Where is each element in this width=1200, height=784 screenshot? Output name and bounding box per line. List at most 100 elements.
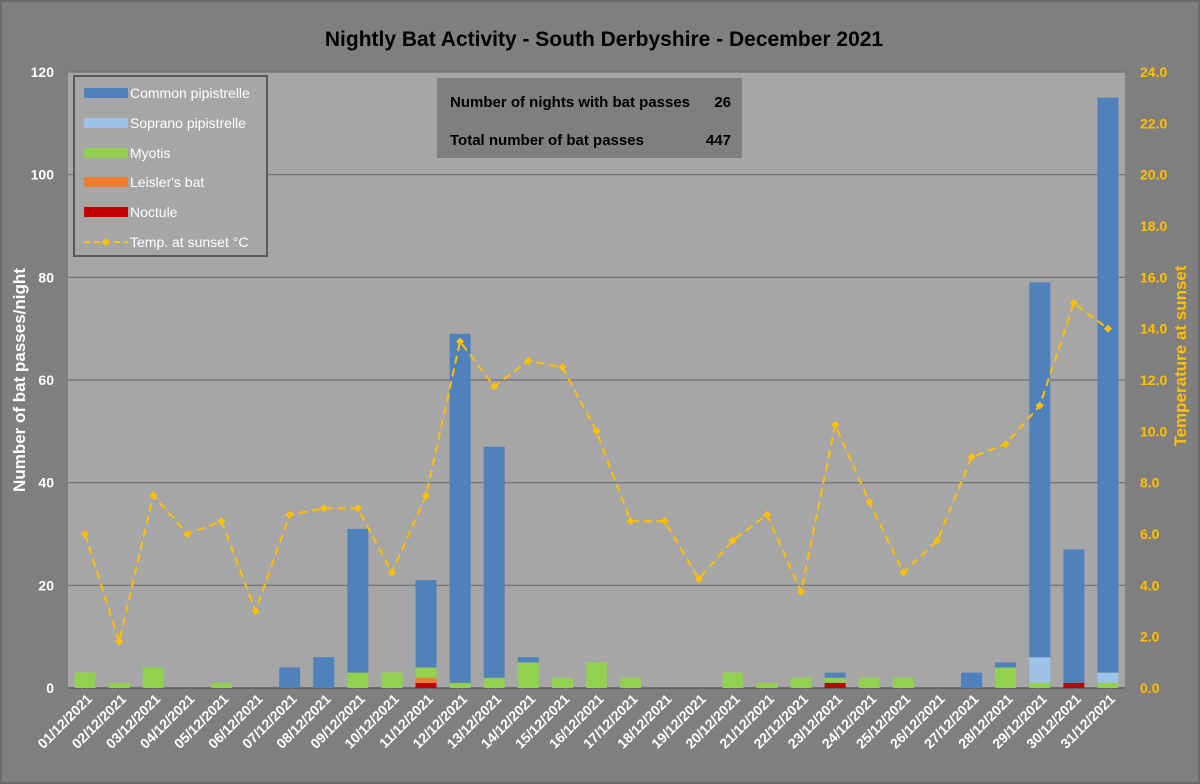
- bar-leisler-s-bat: [415, 677, 437, 683]
- bar-common-pipistrelle: [517, 657, 539, 663]
- temperature-point: [694, 574, 703, 583]
- bar-myotis: [586, 662, 607, 688]
- y2-tick-label: 20.0: [1140, 167, 1167, 183]
- bar-myotis: [790, 677, 812, 688]
- y2-tick-label: 2.0: [1140, 629, 1160, 645]
- total-passes-value: 447: [706, 132, 731, 149]
- y-tick-label: 120: [31, 64, 55, 80]
- temperature-point: [626, 517, 635, 526]
- y2-tick-label: 6.0: [1140, 526, 1160, 542]
- nights-with-passes-value: 26: [714, 94, 731, 111]
- temperature-point: [1035, 401, 1044, 410]
- legend: Common pipistrelle Soprano pipistrelle M…: [73, 75, 268, 257]
- total-passes-label: Total number of bat passes: [450, 132, 644, 149]
- bar-myotis: [892, 677, 914, 688]
- legend-label-leislers-bat: Leisler's bat: [130, 174, 204, 190]
- y-tick-label: 80: [38, 269, 54, 285]
- nights-with-passes-label: Number of nights with bat passes: [450, 94, 690, 111]
- legend-swatch-common-pipistrelle: [84, 88, 128, 98]
- legend-swatch-myotis: [84, 148, 128, 158]
- bar-common-pipistrelle: [313, 657, 335, 688]
- bar-common-pipistrelle: [1063, 549, 1085, 683]
- bar-noctule: [1063, 682, 1085, 688]
- bar-myotis: [722, 672, 744, 688]
- bar-common-pipistrelle: [824, 672, 846, 678]
- temperature-point: [217, 517, 226, 526]
- bar-myotis: [517, 662, 539, 688]
- bar-myotis: [381, 672, 403, 688]
- bar-common-pipistrelle: [1029, 282, 1051, 658]
- temperature-point: [149, 491, 158, 500]
- temperature-point: [456, 337, 465, 346]
- temperature-point: [592, 427, 601, 436]
- y2-tick-label: 12.0: [1140, 372, 1167, 388]
- info-box-background: [437, 78, 742, 158]
- temperature-point: [967, 453, 976, 461]
- legend-marker-temperature: [102, 238, 110, 246]
- x-axis-ticks: 01/12/202102/12/202103/12/202104/12/2021…: [34, 691, 1118, 752]
- temperature-line-layer: [81, 299, 1112, 646]
- bar-soprano-pipistrelle: [1097, 672, 1119, 683]
- temperature-point: [353, 504, 362, 513]
- temperature-point: [1001, 440, 1010, 449]
- bar-myotis: [620, 677, 642, 688]
- bar-myotis: [210, 682, 232, 688]
- temperature-point: [115, 637, 124, 646]
- y2-tick-label: 10.0: [1140, 423, 1167, 439]
- temperature-point: [387, 568, 396, 577]
- bar-myotis: [449, 682, 471, 688]
- y-tick-label: 0: [46, 680, 54, 696]
- legend-label-temperature: Temp. at sunset °C: [130, 234, 248, 250]
- y2-tick-label: 24.0: [1140, 64, 1167, 80]
- bar-myotis: [142, 667, 164, 688]
- temperature-point: [251, 607, 260, 615]
- info-box: Number of nights with bat passes 26 Tota…: [437, 78, 742, 158]
- legend-label-soprano-pipistrelle: Soprano pipistrelle: [130, 115, 246, 131]
- y2-tick-label: 4.0: [1140, 577, 1160, 593]
- chart-title: Nightly Bat Activity - South Derbyshire …: [325, 28, 884, 51]
- bar-common-pipistrelle: [449, 333, 471, 683]
- temperature-point: [1069, 299, 1078, 307]
- y-axis-label: Number of bat passes/night: [10, 268, 29, 492]
- temperature-point: [1103, 324, 1112, 333]
- temperature-point: [183, 530, 192, 538]
- temperature-point: [899, 568, 908, 577]
- temperature-point: [728, 536, 737, 545]
- temperature-point: [865, 497, 874, 506]
- bar-myotis: [824, 677, 846, 683]
- y2-tick-label: 8.0: [1140, 475, 1160, 491]
- bar-common-pipistrelle: [961, 672, 983, 688]
- bar-soprano-pipistrelle: [1029, 657, 1051, 683]
- bar-common-pipistrelle: [483, 446, 505, 678]
- temperature-point: [422, 491, 431, 500]
- temperature-point: [558, 363, 567, 372]
- y-tick-label: 100: [31, 167, 55, 183]
- temperature-point: [797, 587, 806, 596]
- bar-myotis: [756, 682, 778, 688]
- bar-common-pipistrelle: [279, 667, 301, 688]
- y-tick-label: 60: [38, 372, 54, 388]
- temperature-point: [319, 504, 328, 513]
- bar-myotis: [347, 672, 369, 688]
- bar-common-pipistrelle: [347, 528, 369, 673]
- legend-label-noctule: Noctule: [130, 204, 178, 220]
- legend-swatch-soprano-pipistrelle: [84, 118, 128, 128]
- legend-swatch-leislers-bat: [84, 177, 128, 187]
- bar-myotis: [483, 677, 505, 688]
- bar-common-pipistrelle: [415, 580, 437, 668]
- bar-myotis: [551, 677, 573, 688]
- temperature-point: [81, 530, 90, 538]
- y-tick-label: 40: [38, 475, 54, 491]
- temperature-point: [762, 510, 771, 519]
- y-tick-label: 20: [38, 577, 54, 593]
- right-axis-ticks: 0.0 2.0 4.0 6.0 8.0 10.0 12.0 14.0 16.0 18.0 20.0 2…: [1140, 64, 1167, 696]
- bar-noctule: [415, 682, 437, 688]
- temperature-point: [660, 517, 669, 526]
- bar-myotis: [995, 667, 1017, 688]
- temperature-point: [933, 536, 942, 545]
- bar-myotis: [1097, 682, 1119, 688]
- bar-common-pipistrelle: [995, 662, 1017, 668]
- y2-tick-label: 16.0: [1140, 269, 1167, 285]
